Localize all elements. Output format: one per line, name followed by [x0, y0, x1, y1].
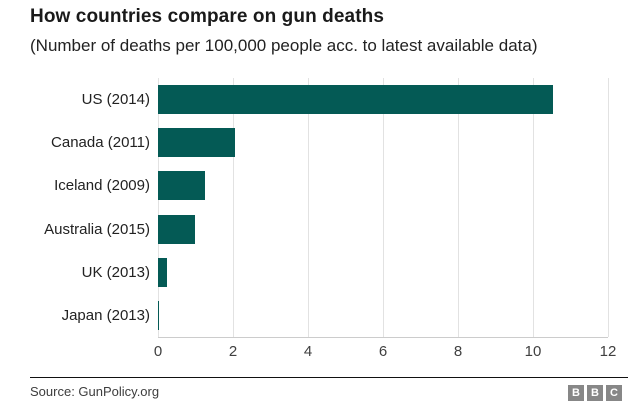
category-label: Canada (2011) [51, 134, 150, 152]
bbc-logo-letter: C [606, 385, 622, 401]
category-label: Japan (2013) [61, 306, 150, 324]
category-axis-labels: US (2014) Canada (2011) Iceland (2009) Aust… [0, 78, 150, 337]
x-tick-label-2: 2 [228, 343, 238, 360]
bar [158, 85, 554, 115]
bar [158, 257, 167, 287]
x-tick-label-0: 0 [153, 343, 163, 360]
bar [158, 214, 195, 244]
x-tick-label-12: 12 [599, 343, 617, 360]
x-tick-label-10: 10 [524, 343, 542, 360]
x-tick-label-8: 8 [453, 343, 463, 360]
bar-row [158, 164, 608, 207]
x-tick-label-4: 4 [303, 343, 313, 360]
bbc-logo-letter: B [568, 385, 584, 401]
x-tick-label-6: 6 [378, 343, 388, 360]
bar-row [158, 208, 608, 251]
category-label: US (2014) [81, 91, 150, 109]
bar [158, 171, 205, 201]
chart-title: How countries compare on gun deaths [30, 6, 384, 27]
gridline-2 [232, 78, 234, 337]
bar [158, 128, 235, 158]
category-label: Iceland (2009) [54, 177, 150, 195]
bar-row [158, 251, 608, 294]
category-label: UK (2013) [81, 263, 150, 281]
source-text: Source: GunPolicy.org [30, 384, 160, 399]
gridline-0 [158, 78, 159, 337]
x-axis-tick-labels: 0 2 4 6 8 10 12 [154, 343, 617, 363]
gridline-10 [533, 78, 534, 337]
bbc-logo-letter: B [587, 385, 603, 401]
gridline-12 [608, 78, 609, 337]
bar-row [158, 121, 608, 164]
gridline-8 [457, 78, 459, 337]
bar-row [158, 78, 608, 121]
plot-area [158, 78, 609, 338]
bar-row [158, 294, 608, 337]
bar-series [158, 78, 608, 337]
gridline-4 [307, 78, 309, 337]
chart-subtitle: (Number of deaths per 100,000 people acc… [30, 36, 538, 55]
category-label: Australia (2015) [44, 220, 150, 238]
gridline-6 [383, 78, 384, 337]
